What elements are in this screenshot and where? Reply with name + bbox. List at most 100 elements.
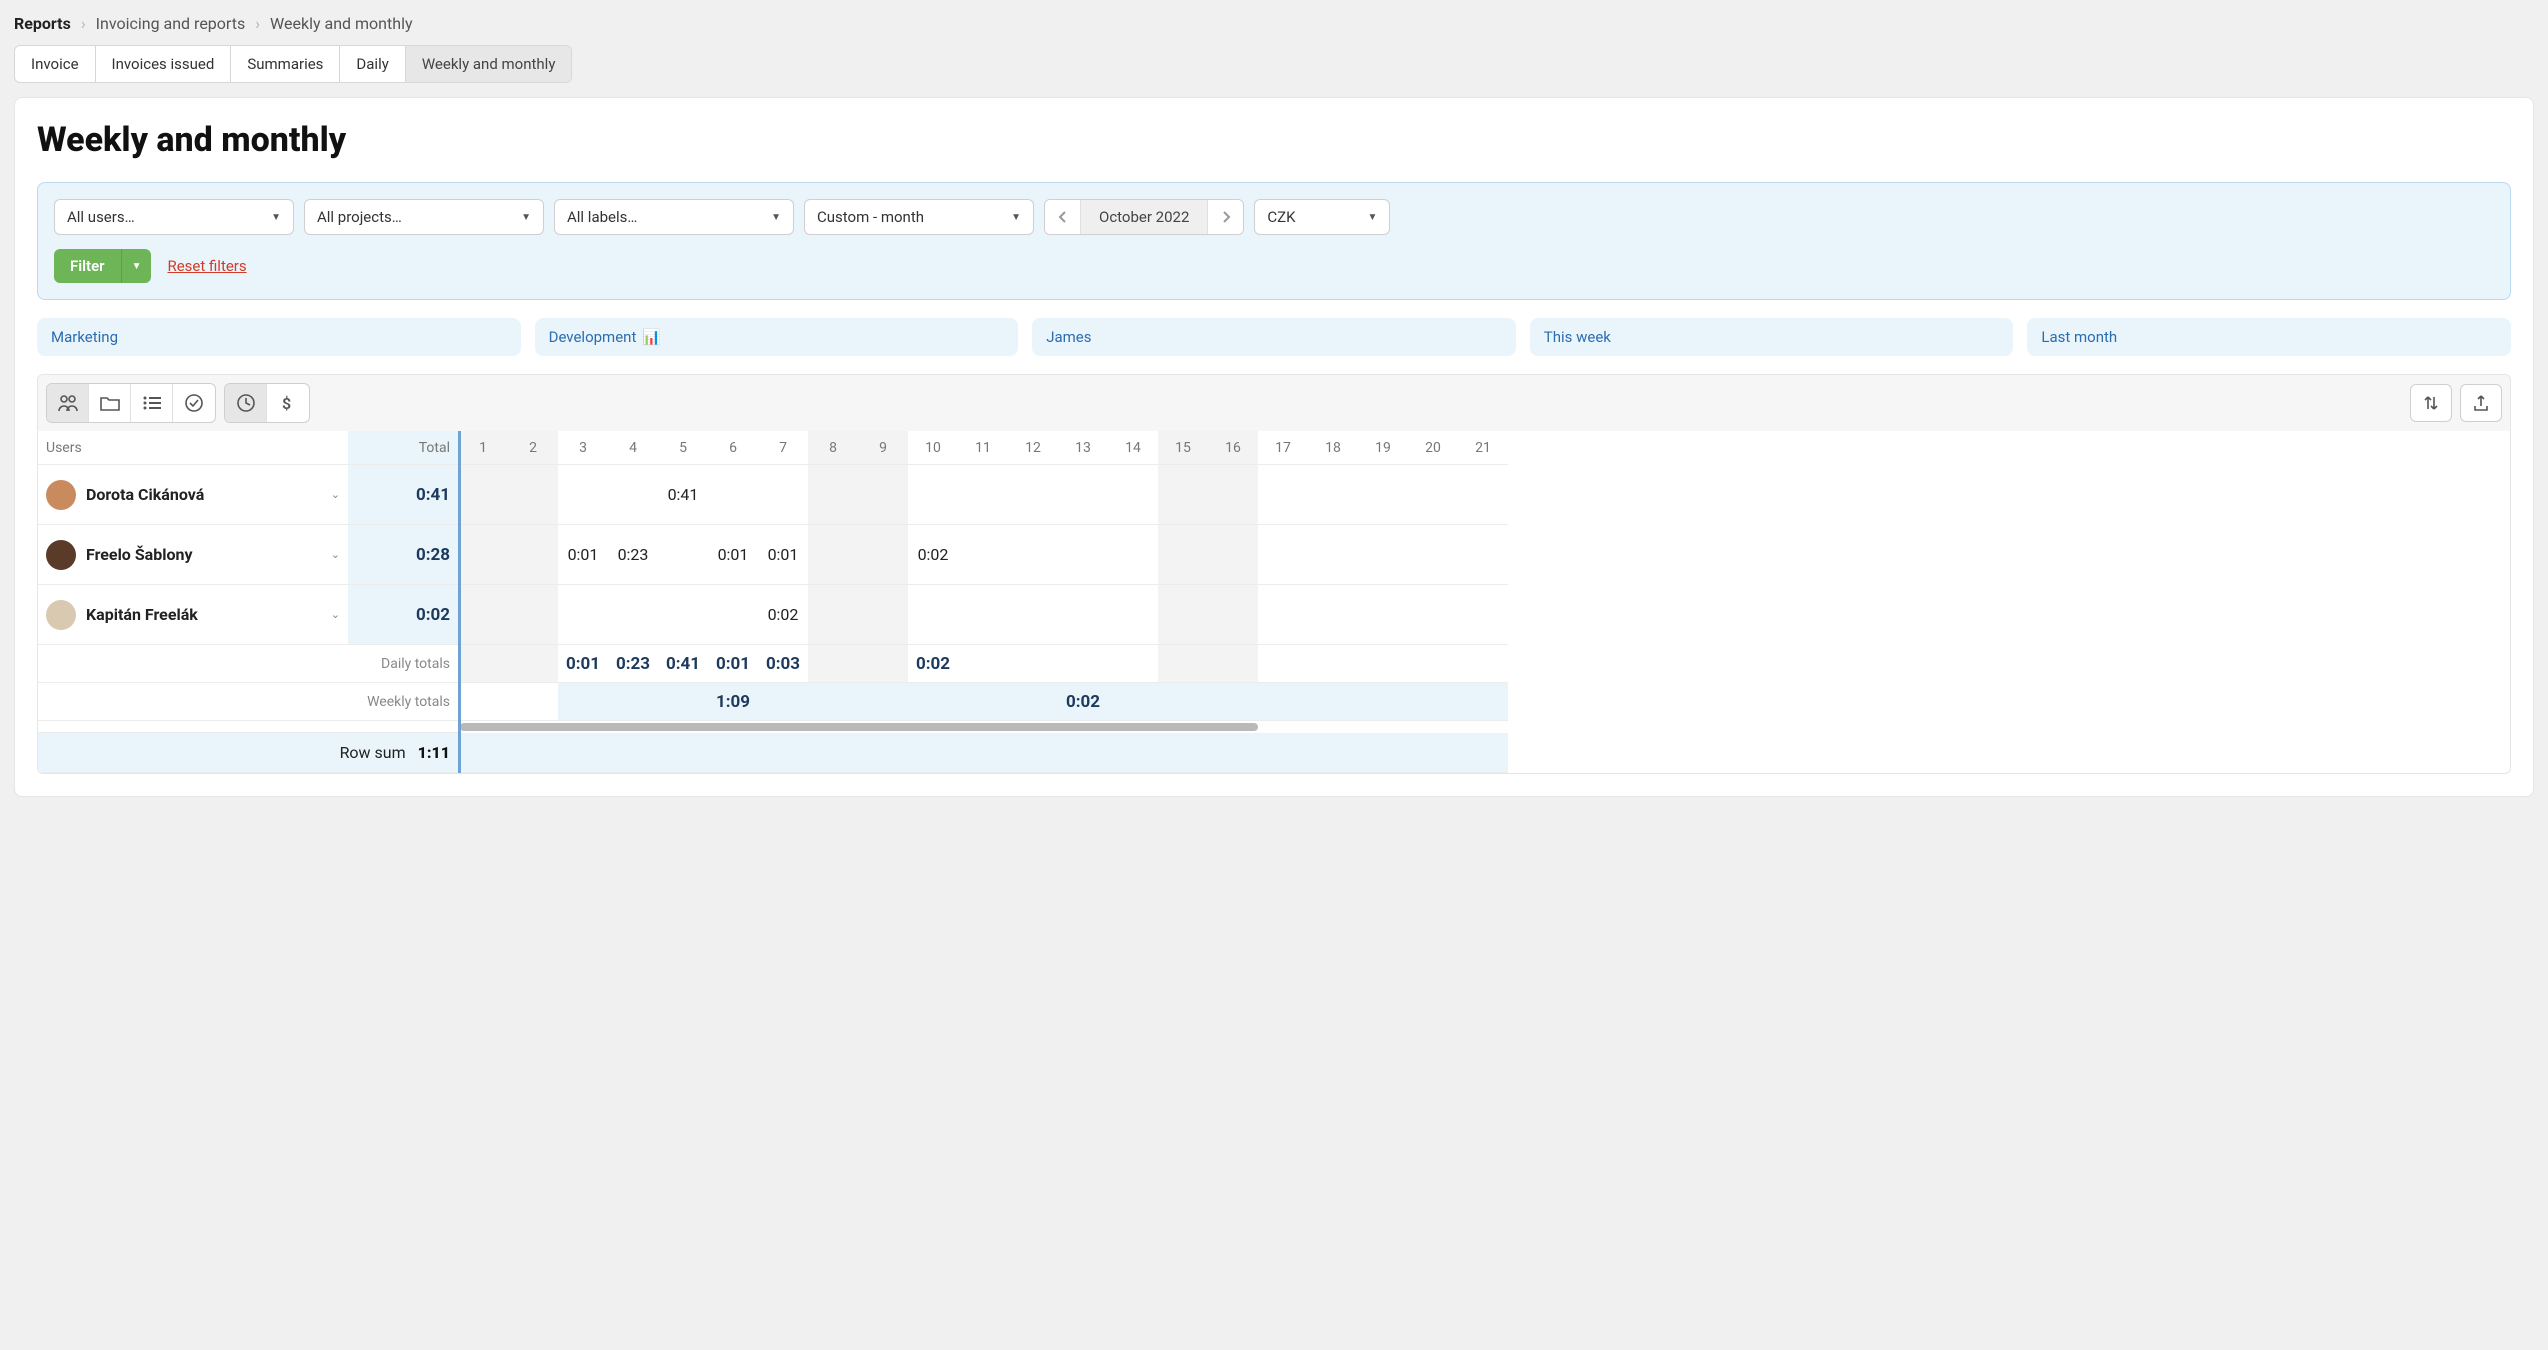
row-sum-fill [458, 733, 1508, 773]
quick-filter-label: Last month [2041, 328, 2117, 346]
filter-button[interactable]: Filter [54, 249, 122, 283]
time-cell: 0:23 [608, 525, 658, 585]
column-header-total: Total [348, 431, 458, 465]
group-users-button[interactable] [47, 384, 89, 422]
daily-total-cell: 0:01 [708, 645, 758, 683]
time-cell [1308, 525, 1358, 585]
tabs: InvoiceInvoices issuedSummariesDailyWeek… [14, 45, 572, 83]
date-navigator: October 2022 [1044, 199, 1244, 235]
caret-down-icon: ▼ [1367, 212, 1377, 223]
quick-filter-chip[interactable]: Marketing [37, 318, 521, 356]
time-cell: 0:41 [658, 465, 708, 525]
avatar [46, 600, 76, 630]
breadcrumb-separator-icon: › [255, 14, 260, 33]
time-cell [1408, 465, 1458, 525]
labels-select[interactable]: All labels… ▼ [554, 199, 794, 235]
time-cell [1108, 525, 1158, 585]
export-button[interactable] [2460, 384, 2502, 422]
tab-invoices-issued[interactable]: Invoices issued [96, 46, 232, 82]
user-total: 0:02 [348, 585, 458, 645]
users-select[interactable]: All users… ▼ [54, 199, 294, 235]
scrollbar-thumb[interactable] [460, 723, 1258, 731]
column-header-day: 12 [1008, 431, 1058, 465]
time-cell [1258, 525, 1308, 585]
horizontal-scrollbar[interactable] [458, 721, 1508, 733]
column-header-day: 1 [458, 431, 508, 465]
quick-filter-chip[interactable]: Last month [2027, 318, 2511, 356]
chevron-down-icon[interactable]: ⌄ [331, 488, 340, 501]
time-cell: 0:02 [908, 525, 958, 585]
money-mode-button[interactable]: $ [267, 384, 309, 422]
daily-total-cell [1458, 645, 1508, 683]
time-cell [608, 585, 658, 645]
weekly-totals-label: Weekly totals [38, 683, 458, 721]
time-cell [958, 585, 1008, 645]
date-label: October 2022 [1081, 200, 1207, 234]
quick-filter-chip[interactable]: This week [1530, 318, 2014, 356]
time-mode-button[interactable] [225, 384, 267, 422]
chevron-down-icon[interactable]: ⌄ [331, 548, 340, 561]
daily-total-cell [1158, 645, 1208, 683]
chevron-down-icon[interactable]: ⌄ [331, 608, 340, 621]
tab-weekly-and-monthly[interactable]: Weekly and monthly [406, 46, 572, 82]
daily-total-cell: 0:23 [608, 645, 658, 683]
tab-daily[interactable]: Daily [340, 46, 405, 82]
row-sum-value: 1:11 [418, 743, 450, 762]
breadcrumb-item[interactable]: Invoicing and reports [96, 14, 246, 33]
time-cell [1158, 465, 1208, 525]
reset-filters-link[interactable]: Reset filters [167, 257, 246, 275]
time-cell [1058, 585, 1108, 645]
breadcrumb-separator-icon: › [81, 14, 86, 33]
time-cell [1358, 585, 1408, 645]
time-cell [608, 465, 658, 525]
sort-button[interactable] [2410, 384, 2452, 422]
daily-total-cell [1258, 645, 1308, 683]
chart-icon: 📊 [642, 328, 661, 346]
weekly-total-empty [458, 683, 558, 721]
weekly-total-empty [1258, 683, 1508, 721]
table-toolbar: $ [38, 375, 2510, 431]
quick-filter-chip[interactable]: Development📊 [535, 318, 1019, 356]
currency-select[interactable]: CZK ▼ [1254, 199, 1390, 235]
user-total: 0:41 [348, 465, 458, 525]
user-row[interactable]: Dorota Cikánová ⌄ [38, 465, 348, 525]
caret-down-icon: ▼ [521, 212, 531, 223]
value-mode-buttons: $ [224, 383, 310, 423]
tab-invoice[interactable]: Invoice [15, 46, 96, 82]
user-name: Freelo Šablony [86, 545, 321, 564]
time-cell [808, 525, 858, 585]
tab-summaries[interactable]: Summaries [231, 46, 340, 82]
breadcrumb-item[interactable]: Weekly and monthly [270, 14, 413, 33]
group-projects-button[interactable] [89, 384, 131, 422]
report-panel: Weekly and monthly All users… ▼ All proj… [14, 97, 2534, 797]
quick-filters: Marketing Development📊 James This week Last … [37, 318, 2511, 356]
filter-button-group: Filter ▼ [54, 249, 151, 283]
time-cell: 0:01 [708, 525, 758, 585]
time-cell [658, 525, 708, 585]
projects-select[interactable]: All projects… ▼ [304, 199, 544, 235]
user-row[interactable]: Freelo Šablony ⌄ [38, 525, 348, 585]
column-header-users: Users [38, 431, 348, 465]
time-cell [558, 585, 608, 645]
filter-dropdown-button[interactable]: ▼ [122, 249, 152, 283]
breadcrumb-item[interactable]: Reports [14, 14, 71, 33]
quick-filter-chip[interactable]: James [1032, 318, 1516, 356]
time-cell [1458, 525, 1508, 585]
next-month-button[interactable] [1207, 200, 1243, 234]
user-name: Dorota Cikánová [86, 485, 321, 504]
period-select[interactable]: Custom - month ▼ [804, 199, 1034, 235]
daily-total-cell [1108, 645, 1158, 683]
user-row[interactable]: Kapitán Freelák⌄ [38, 585, 348, 645]
group-list-button[interactable] [131, 384, 173, 422]
prev-month-button[interactable] [1045, 200, 1081, 234]
time-cell [1458, 585, 1508, 645]
period-select-label: Custom - month [817, 208, 924, 226]
svg-text:$: $ [282, 394, 291, 413]
caret-down-icon: ▼ [1011, 212, 1021, 223]
time-cell: 0:02 [758, 585, 808, 645]
group-mode-buttons [46, 383, 216, 423]
row-sum-label: Row sum [340, 743, 406, 762]
time-cell [1058, 525, 1108, 585]
labels-select-label: All labels… [567, 208, 637, 226]
group-status-button[interactable] [173, 384, 215, 422]
